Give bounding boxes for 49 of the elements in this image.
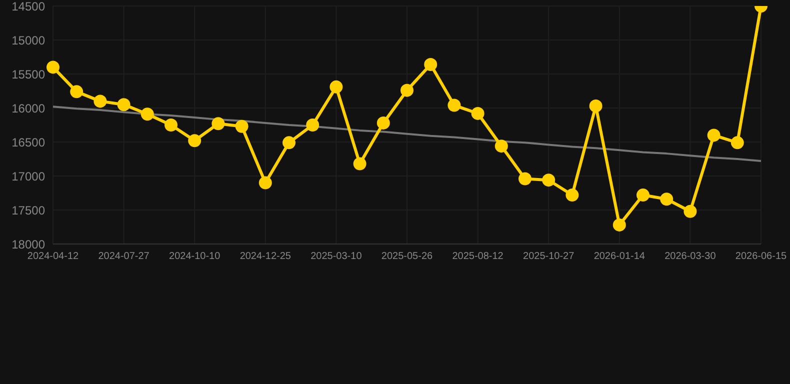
x-tick-label: 2026-06-15 [735,251,788,262]
point [589,99,602,112]
x-tick-label: 2026-03-30 [664,251,716,262]
point [400,84,414,97]
point [730,136,744,150]
point [660,192,674,206]
point [448,98,461,112]
point [282,136,296,150]
y-tick-label: 18000 [12,237,46,252]
x-tick-label: 2026-01-14 [594,251,646,262]
point [566,188,579,202]
point [306,118,320,132]
point [94,94,107,108]
x-tick-label: 2025-05-26 [381,251,434,262]
y-tick-label: 15000 [12,33,46,48]
x-tick-label: 2024-04-12 [27,251,80,262]
y-tick-label: 15500 [12,67,46,82]
y-tick-label: 17000 [12,169,46,184]
point [46,60,60,74]
point [494,140,508,153]
y-tick-label: 14500 [12,0,46,14]
point [636,188,650,202]
point [518,172,532,186]
point [542,174,556,187]
point [164,118,178,132]
y-tick-label: 16500 [12,135,46,150]
point [612,218,626,232]
point [258,176,272,190]
x-tick-label: 2024-12-25 [240,251,292,262]
x-tick-label: 2025-10-27 [523,251,575,262]
y-tick-label: 17500 [12,203,46,218]
point [188,134,202,148]
x-tick-label: 2025-08-12 [452,251,504,262]
point [424,58,438,71]
point [684,204,697,218]
point [707,128,720,142]
x-tick-label: 2024-10-10 [169,251,221,262]
x-tick-label: 2024-07-27 [98,251,150,262]
point [140,108,154,121]
point [471,106,484,120]
x-tick-label: 2025-03-10 [310,251,362,262]
point [117,98,130,112]
point [353,157,366,170]
point [70,85,84,98]
point [212,117,225,130]
point [330,80,343,94]
point [235,120,248,133]
y-tick-label: 16000 [12,101,46,116]
point [376,116,390,130]
